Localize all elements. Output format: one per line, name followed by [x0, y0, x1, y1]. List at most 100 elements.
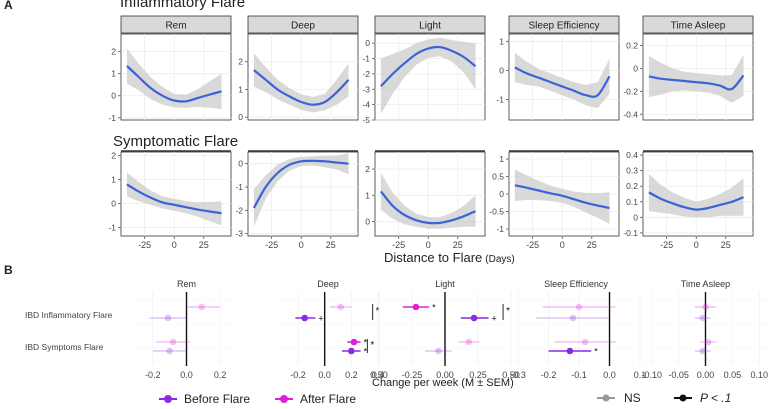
- x-tick-label: 0.0: [318, 370, 331, 380]
- x-tick-label: 0.00: [697, 370, 715, 380]
- facet-title: Time Asleep: [681, 279, 730, 289]
- facet-a-5: 2 1 0 -1 -25 0 25: [108, 150, 232, 250]
- y-tick-label: -2: [235, 205, 243, 215]
- estimate-point: [699, 314, 707, 322]
- estimate-point: [704, 338, 712, 346]
- confidence-band: [380, 37, 476, 114]
- x-tick-label: 0: [694, 240, 699, 250]
- y-tick-label: 0: [365, 217, 370, 227]
- legend: Before Flare After Flare NS P < .1: [159, 391, 731, 406]
- y-tick-label: 1: [499, 36, 504, 46]
- x-tick-label: -25: [660, 240, 673, 250]
- significance-mark: *: [432, 303, 436, 313]
- x-tick-label: 25: [453, 240, 463, 250]
- x-tick-label: -25: [265, 240, 278, 250]
- y-tick-label: 0: [365, 38, 370, 48]
- x-tick-label: -25: [138, 240, 151, 250]
- y-tick-label: -0.1: [623, 228, 638, 238]
- trend-line: [252, 159, 349, 209]
- estimate-point: [198, 303, 205, 311]
- facet-title: Light: [435, 279, 455, 289]
- y-tick-label: -0.2: [623, 86, 638, 96]
- y-tick-label: -3: [362, 84, 370, 94]
- y-tick-label: -3: [235, 229, 243, 239]
- y-tick-label: 0.1: [626, 197, 638, 207]
- estimate-point: [412, 303, 420, 311]
- x-tick-label: -25: [392, 240, 405, 250]
- legend-after-label: After Flare: [300, 392, 356, 404]
- y-tick-label: 0.2: [626, 181, 638, 191]
- row-title-inflammatory: Inflammatory Flare: [120, 0, 245, 11]
- legend-ns-marker: [602, 394, 610, 402]
- y-tick-label: -0.4: [623, 109, 638, 119]
- y-tick-label: -2: [362, 69, 370, 79]
- panel-a-facets: Rem -1 0 1 2 Deep 0 1 2 Light 0 -1 -2 -3 -4 -5 Sleep Eff…: [108, 15, 754, 250]
- x-tick-label: -0.25: [402, 370, 423, 380]
- y-tick-label: 0: [238, 159, 243, 169]
- x-tick-label: 25: [587, 240, 597, 250]
- y-tick-label: -1: [362, 54, 370, 64]
- estimate-point: [566, 347, 574, 355]
- x-tick-label: 0.05: [724, 370, 742, 380]
- estimate-point: [569, 314, 577, 322]
- estimate-point: [301, 314, 308, 322]
- x-tick-label: 0.0: [180, 370, 193, 380]
- x-tick-label: -0.10: [641, 370, 662, 380]
- significance-mark: *: [364, 338, 368, 348]
- estimate-point: [702, 303, 709, 311]
- estimate-point: [337, 303, 344, 311]
- facet-strip-label: Deep: [291, 21, 315, 32]
- x-tick-label: 0.10: [750, 370, 768, 380]
- significance-mark: +: [318, 314, 323, 324]
- estimate-point: [581, 338, 589, 346]
- legend-before-label: Before Flare: [184, 392, 250, 404]
- significance-mark: +: [492, 314, 497, 324]
- estimate-point: [699, 347, 707, 355]
- facet-b-0: Rem -0.2 0.0 0.2: [136, 279, 237, 380]
- estimate-point: [164, 314, 172, 322]
- facet-a-4: Time Asleep 0.2 0 -0.2 -0.4: [623, 15, 754, 121]
- facet-strip: [247, 15, 359, 34]
- trend-line: [253, 69, 350, 106]
- y-tick-label: 1: [499, 154, 504, 164]
- y-tick-label: 0: [499, 189, 504, 199]
- confidence-band: [253, 53, 349, 113]
- y-tick-label: 1: [111, 175, 116, 185]
- y-tick-label: 1: [111, 69, 116, 79]
- legend-before-marker: [164, 395, 172, 403]
- estimate-point: [348, 347, 355, 355]
- y-tick-label: -1: [108, 113, 116, 123]
- significance-mark: *: [594, 347, 598, 357]
- y-tick-label: 0.5: [492, 172, 504, 182]
- x-tick-label: -0.2: [145, 370, 161, 380]
- facet-strip-label: Light: [419, 21, 441, 32]
- x-axis-unit: (Days): [485, 254, 514, 265]
- estimate-point: [169, 338, 177, 346]
- y-tick-label: 0: [633, 212, 638, 222]
- estimate-point: [435, 347, 442, 355]
- y-tick-label: -5: [362, 115, 370, 125]
- facet-strip: [508, 15, 620, 34]
- x-tick-label: 0.50: [502, 370, 520, 380]
- bottom-axis-title: Change per week (M ± SEM): [372, 377, 514, 389]
- facet-strip: [642, 15, 754, 34]
- x-tick-label: 0: [299, 240, 304, 250]
- facet-strip-label: Rem: [165, 21, 186, 32]
- y-tick-label: 0: [238, 112, 243, 122]
- trend-line: [514, 66, 611, 98]
- x-tick-label: -0.1: [571, 370, 587, 380]
- x-axis-title-text: Distance to Flare: [384, 250, 482, 265]
- facet-b-3: Sleep Efficiency * -0.3 -0.2 -0.1 0.0 0.1: [510, 279, 646, 380]
- row-title-symptomatic: Symptomatic Flare: [113, 133, 238, 150]
- trend-line: [126, 183, 222, 215]
- estimate-point: [575, 303, 583, 311]
- bracket-mark: *: [506, 306, 510, 317]
- x-tick-label: 25: [326, 240, 336, 250]
- x-tick-label: 0.50: [370, 370, 388, 380]
- facet-title: Rem: [177, 279, 196, 289]
- facet-a-6: 0 -1 -2 -3 -25 0 25: [235, 150, 359, 250]
- x-tick-label: 0.00: [436, 370, 454, 380]
